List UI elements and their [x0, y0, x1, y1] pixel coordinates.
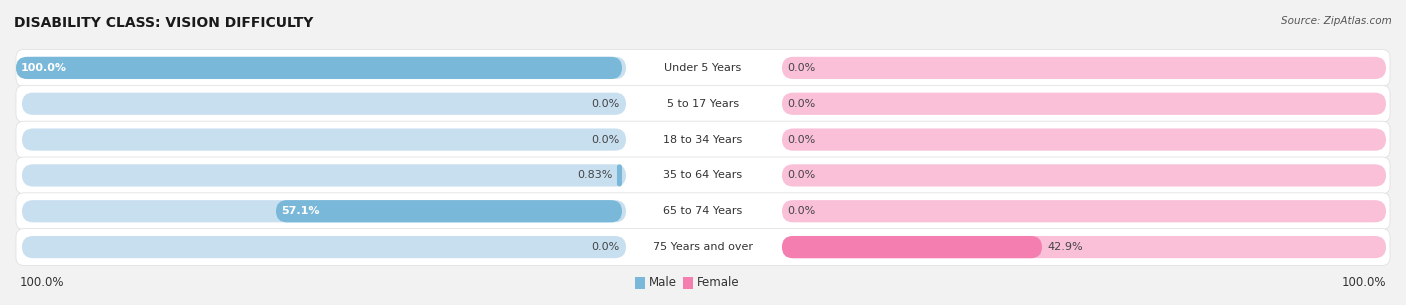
FancyBboxPatch shape: [782, 236, 1042, 258]
FancyBboxPatch shape: [22, 236, 626, 258]
FancyBboxPatch shape: [626, 127, 780, 152]
Text: 0.0%: 0.0%: [592, 99, 620, 109]
Text: 100.0%: 100.0%: [1341, 277, 1386, 289]
FancyBboxPatch shape: [22, 57, 626, 79]
Text: Source: ZipAtlas.com: Source: ZipAtlas.com: [1281, 16, 1392, 26]
Text: 18 to 34 Years: 18 to 34 Years: [664, 135, 742, 145]
FancyBboxPatch shape: [626, 91, 780, 117]
FancyBboxPatch shape: [22, 128, 626, 151]
Text: Under 5 Years: Under 5 Years: [665, 63, 741, 73]
Text: 0.0%: 0.0%: [787, 63, 815, 73]
FancyBboxPatch shape: [15, 85, 1391, 122]
Text: 42.9%: 42.9%: [1047, 242, 1083, 252]
Text: 0.0%: 0.0%: [592, 135, 620, 145]
Text: 0.0%: 0.0%: [787, 99, 815, 109]
Text: 100.0%: 100.0%: [20, 277, 65, 289]
Text: DISABILITY CLASS: VISION DIFFICULTY: DISABILITY CLASS: VISION DIFFICULTY: [14, 16, 314, 30]
FancyBboxPatch shape: [15, 57, 621, 79]
FancyBboxPatch shape: [15, 121, 1391, 158]
Text: 57.1%: 57.1%: [281, 206, 319, 216]
FancyBboxPatch shape: [782, 93, 1386, 115]
FancyBboxPatch shape: [683, 277, 693, 289]
Text: 100.0%: 100.0%: [21, 63, 67, 73]
Text: 75 Years and over: 75 Years and over: [652, 242, 754, 252]
FancyBboxPatch shape: [22, 93, 626, 115]
FancyBboxPatch shape: [15, 49, 1391, 86]
Text: 0.0%: 0.0%: [787, 170, 815, 181]
Text: 0.0%: 0.0%: [787, 135, 815, 145]
FancyBboxPatch shape: [276, 200, 621, 222]
FancyBboxPatch shape: [626, 55, 780, 81]
Text: 35 to 64 Years: 35 to 64 Years: [664, 170, 742, 181]
Text: Male: Male: [650, 277, 678, 289]
FancyBboxPatch shape: [782, 57, 1386, 79]
Text: 65 to 74 Years: 65 to 74 Years: [664, 206, 742, 216]
Text: 0.83%: 0.83%: [578, 170, 613, 181]
FancyBboxPatch shape: [22, 200, 626, 222]
FancyBboxPatch shape: [626, 234, 780, 260]
FancyBboxPatch shape: [782, 200, 1386, 222]
Text: 0.0%: 0.0%: [592, 242, 620, 252]
FancyBboxPatch shape: [22, 164, 626, 187]
Text: 0.0%: 0.0%: [787, 206, 815, 216]
Text: 5 to 17 Years: 5 to 17 Years: [666, 99, 740, 109]
FancyBboxPatch shape: [782, 128, 1386, 151]
FancyBboxPatch shape: [782, 236, 1386, 258]
FancyBboxPatch shape: [782, 164, 1386, 187]
FancyBboxPatch shape: [15, 229, 1391, 265]
FancyBboxPatch shape: [617, 164, 621, 187]
FancyBboxPatch shape: [15, 157, 1391, 194]
FancyBboxPatch shape: [15, 193, 1391, 230]
FancyBboxPatch shape: [636, 277, 645, 289]
FancyBboxPatch shape: [626, 163, 780, 188]
Text: Female: Female: [697, 277, 740, 289]
FancyBboxPatch shape: [626, 198, 780, 224]
